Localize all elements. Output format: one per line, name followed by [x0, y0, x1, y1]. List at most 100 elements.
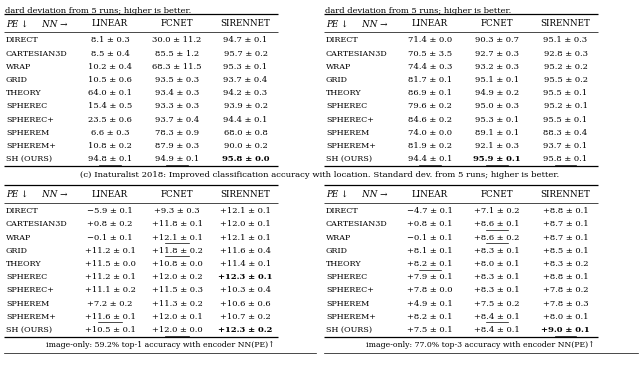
Text: 94.4 ± 0.1: 94.4 ± 0.1 — [408, 155, 452, 163]
Text: 93.5 ± 0.3: 93.5 ± 0.3 — [155, 76, 199, 84]
Text: 95.2 ± 0.1: 95.2 ± 0.1 — [543, 102, 588, 110]
Text: +8.3 ± 0.1: +8.3 ± 0.1 — [474, 286, 520, 294]
Text: 93.4 ± 0.3: 93.4 ± 0.3 — [155, 89, 199, 97]
Text: LINEAR: LINEAR — [92, 19, 128, 28]
Text: SPHEREC: SPHEREC — [326, 273, 367, 281]
Text: PE ↓     NN →: PE ↓ NN → — [326, 190, 387, 199]
Text: FCNET: FCNET — [161, 19, 193, 28]
Text: THEORY: THEORY — [326, 260, 362, 268]
Text: +11.6 ± 0.1: +11.6 ± 0.1 — [84, 313, 136, 321]
Text: 81.9 ± 0.2: 81.9 ± 0.2 — [408, 142, 452, 150]
Text: (c) Inaturalist 2018: Improved classification accuracy with location. Standard d: (c) Inaturalist 2018: Improved classific… — [81, 171, 559, 179]
Text: +12.0 ± 0.1: +12.0 ± 0.1 — [152, 313, 202, 321]
Text: SH (OURS): SH (OURS) — [326, 155, 372, 163]
Text: 8.1 ± 0.3: 8.1 ± 0.3 — [91, 36, 129, 45]
Text: WRAP: WRAP — [6, 234, 31, 242]
Text: 95.8 ± 0.0: 95.8 ± 0.0 — [221, 155, 269, 163]
Text: SPHEREM+: SPHEREM+ — [326, 142, 376, 150]
Text: SIRENNET: SIRENNET — [541, 19, 591, 28]
Text: +12.1 ± 0.1: +12.1 ± 0.1 — [152, 234, 202, 242]
Text: +7.8 ± 0.2: +7.8 ± 0.2 — [543, 286, 588, 294]
Text: 94.4 ± 0.1: 94.4 ± 0.1 — [223, 116, 268, 123]
Text: 95.5 ± 0.1: 95.5 ± 0.1 — [543, 89, 588, 97]
Text: 95.1 ± 0.1: 95.1 ± 0.1 — [475, 76, 519, 84]
Text: 23.5 ± 0.6: 23.5 ± 0.6 — [88, 116, 132, 123]
Text: +10.5 ± 0.1: +10.5 ± 0.1 — [84, 326, 136, 334]
Text: 95.7 ± 0.2: 95.7 ± 0.2 — [223, 50, 268, 58]
Text: CARTESIAN3D: CARTESIAN3D — [326, 50, 388, 58]
Text: 94.9 ± 0.1: 94.9 ± 0.1 — [155, 155, 199, 163]
Text: WRAP: WRAP — [326, 63, 351, 71]
Text: DIRECT: DIRECT — [326, 36, 359, 45]
Text: +11.2 ± 0.1: +11.2 ± 0.1 — [84, 247, 136, 255]
Text: +0.8 ± 0.2: +0.8 ± 0.2 — [87, 220, 132, 229]
Text: SPHEREC: SPHEREC — [6, 102, 47, 110]
Text: 71.4 ± 0.0: 71.4 ± 0.0 — [408, 36, 452, 45]
Text: +11.1 ± 0.2: +11.1 ± 0.2 — [84, 286, 136, 294]
Text: 79.6 ± 0.2: 79.6 ± 0.2 — [408, 102, 452, 110]
Text: SH (OURS): SH (OURS) — [6, 326, 52, 334]
Text: 89.1 ± 0.1: 89.1 ± 0.1 — [475, 129, 519, 137]
Text: 78.3 ± 0.9: 78.3 ± 0.9 — [155, 129, 199, 137]
Text: +7.5 ± 0.2: +7.5 ± 0.2 — [474, 300, 520, 307]
Text: 68.0 ± 0.8: 68.0 ± 0.8 — [223, 129, 268, 137]
Text: SPHEREC+: SPHEREC+ — [326, 286, 374, 294]
Text: 95.5 ± 0.2: 95.5 ± 0.2 — [543, 76, 588, 84]
Text: SPHEREC: SPHEREC — [6, 273, 47, 281]
Text: 95.5 ± 0.1: 95.5 ± 0.1 — [543, 116, 588, 123]
Text: LINEAR: LINEAR — [412, 19, 448, 28]
Text: +8.4 ± 0.1: +8.4 ± 0.1 — [474, 313, 520, 321]
Text: +11.6 ± 0.4: +11.6 ± 0.4 — [220, 247, 271, 255]
Text: +12.0 ± 0.1: +12.0 ± 0.1 — [220, 220, 271, 229]
Text: 93.7 ± 0.4: 93.7 ± 0.4 — [223, 76, 268, 84]
Text: −4.7 ± 0.1: −4.7 ± 0.1 — [407, 207, 453, 215]
Text: +8.8 ± 0.1: +8.8 ± 0.1 — [543, 207, 588, 215]
Text: 64.0 ± 0.1: 64.0 ± 0.1 — [88, 89, 132, 97]
Text: +11.2 ± 0.1: +11.2 ± 0.1 — [84, 273, 136, 281]
Text: +8.8 ± 0.1: +8.8 ± 0.1 — [543, 273, 588, 281]
Text: 68.3 ± 11.5: 68.3 ± 11.5 — [152, 63, 202, 71]
Text: PE ↓     NN →: PE ↓ NN → — [326, 19, 387, 28]
Text: 92.1 ± 0.3: 92.1 ± 0.3 — [475, 142, 519, 150]
Text: WRAP: WRAP — [6, 63, 31, 71]
Text: +11.3 ± 0.2: +11.3 ± 0.2 — [152, 300, 202, 307]
Text: +7.8 ± 0.3: +7.8 ± 0.3 — [543, 300, 588, 307]
Text: 15.4 ± 0.5: 15.4 ± 0.5 — [88, 102, 132, 110]
Text: +8.0 ± 0.1: +8.0 ± 0.1 — [474, 260, 520, 268]
Text: +8.7 ± 0.1: +8.7 ± 0.1 — [543, 220, 588, 229]
Text: +7.8 ± 0.0: +7.8 ± 0.0 — [407, 286, 452, 294]
Text: 30.0 ± 11.2: 30.0 ± 11.2 — [152, 36, 202, 45]
Text: SH (OURS): SH (OURS) — [6, 155, 52, 163]
Text: SPHEREC+: SPHEREC+ — [6, 286, 54, 294]
Text: +11.8 ± 0.2: +11.8 ± 0.2 — [152, 247, 202, 255]
Text: 88.3 ± 0.4: 88.3 ± 0.4 — [543, 129, 588, 137]
Text: 93.7 ± 0.1: 93.7 ± 0.1 — [543, 142, 588, 150]
Text: 94.7 ± 0.1: 94.7 ± 0.1 — [223, 36, 268, 45]
Text: SH (OURS): SH (OURS) — [326, 326, 372, 334]
Text: 86.9 ± 0.1: 86.9 ± 0.1 — [408, 89, 452, 97]
Text: SPHEREM+: SPHEREM+ — [6, 142, 56, 150]
Text: +8.6 ± 0.2: +8.6 ± 0.2 — [474, 234, 520, 242]
Text: +11.5 ± 0.0: +11.5 ± 0.0 — [84, 260, 136, 268]
Text: SIRENNET: SIRENNET — [541, 190, 591, 199]
Text: PE ↓     NN →: PE ↓ NN → — [6, 19, 67, 28]
Text: +8.3 ± 0.1: +8.3 ± 0.1 — [474, 247, 520, 255]
Text: SPHEREC+: SPHEREC+ — [6, 116, 54, 123]
Text: 90.3 ± 0.7: 90.3 ± 0.7 — [475, 36, 519, 45]
Text: CARTESIAN3D: CARTESIAN3D — [326, 220, 388, 229]
Text: FCNET: FCNET — [481, 19, 513, 28]
Text: +12.1 ± 0.1: +12.1 ± 0.1 — [220, 207, 271, 215]
Text: +8.6 ± 0.1: +8.6 ± 0.1 — [474, 220, 520, 229]
Text: SPHEREM: SPHEREM — [6, 300, 49, 307]
Text: −5.9 ± 0.1: −5.9 ± 0.1 — [87, 207, 133, 215]
Text: dard deviation from 5 runs; higher is better.: dard deviation from 5 runs; higher is be… — [325, 7, 511, 15]
Text: WRAP: WRAP — [326, 234, 351, 242]
Text: 94.8 ± 0.1: 94.8 ± 0.1 — [88, 155, 132, 163]
Text: +11.5 ± 0.3: +11.5 ± 0.3 — [152, 286, 202, 294]
Text: SIRENNET: SIRENNET — [221, 190, 271, 199]
Text: 6.6 ± 0.3: 6.6 ± 0.3 — [91, 129, 129, 137]
Text: +10.7 ± 0.2: +10.7 ± 0.2 — [220, 313, 271, 321]
Text: 10.2 ± 0.4: 10.2 ± 0.4 — [88, 63, 132, 71]
Text: +12.0 ± 0.0: +12.0 ± 0.0 — [152, 326, 202, 334]
Text: GRID: GRID — [6, 76, 28, 84]
